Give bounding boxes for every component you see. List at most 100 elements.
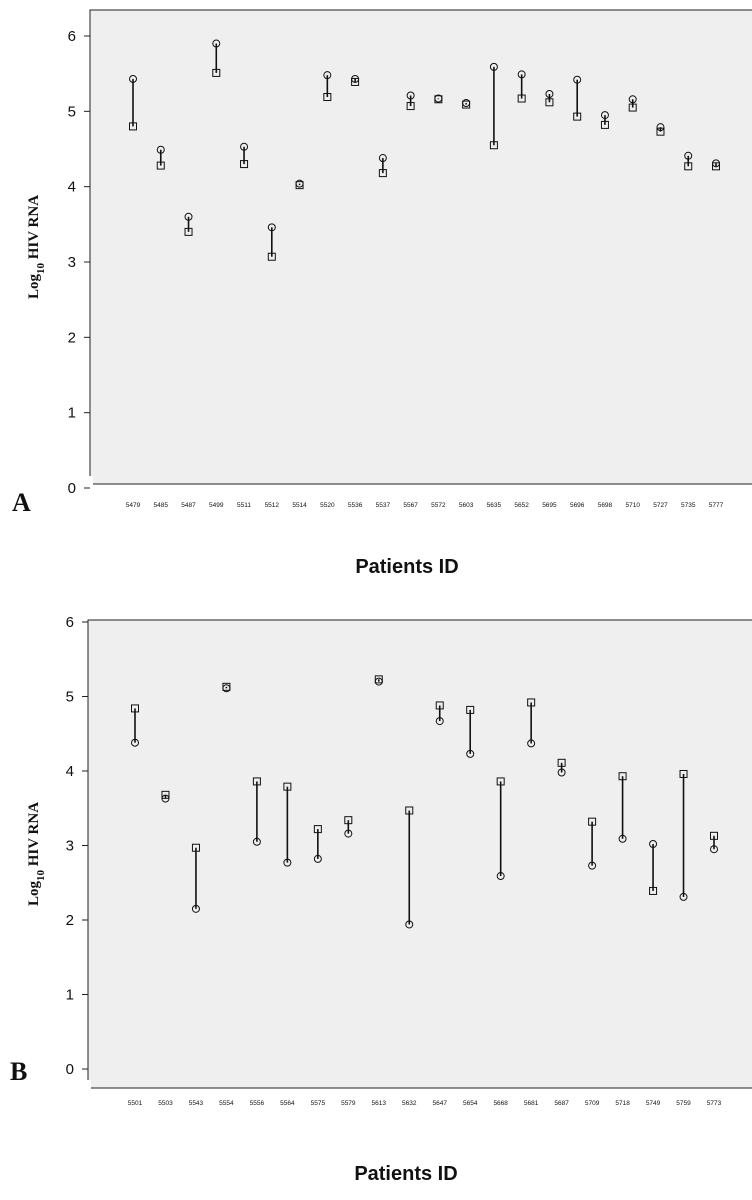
square-marker [378, 169, 387, 178]
chart-panel-b: 0 1 2 3 4 5 6 5501 5503 5543 5554 5556 5564 5575 5579 5… [10, 614, 752, 1185]
chart-panel-a: 0 1 2 3 4 5 6 5479 5485 5487 5499 5511 5512 5514 5520 5… [12, 9, 752, 578]
x-tick-label: 5536 [348, 502, 363, 509]
y-tick-label: 5 [68, 103, 76, 120]
circle-marker [710, 845, 718, 854]
x-tick-label: 5567 [403, 502, 418, 509]
x-tick-label: 5579 [341, 1100, 356, 1107]
circle-marker [656, 123, 665, 132]
square-marker [656, 127, 665, 136]
square-marker [161, 790, 170, 799]
x-tick-label: 5564 [280, 1100, 295, 1107]
x-tick-label: 5668 [493, 1100, 508, 1107]
y-tick-label: 3 [66, 838, 74, 855]
x-tick-label: 5554 [219, 1100, 234, 1107]
circle-marker [131, 738, 139, 747]
circle-marker [161, 794, 170, 803]
circle-marker [496, 872, 505, 881]
y-tick-label: 2 [68, 329, 76, 346]
circle-marker [600, 111, 609, 120]
x-tick-label: 5613 [372, 1100, 387, 1107]
x-tick-label: 5501 [128, 1100, 143, 1107]
x-tick-label: 5632 [402, 1100, 417, 1107]
circle-marker [684, 151, 693, 160]
circle-marker [295, 179, 304, 188]
circle-marker [184, 212, 193, 221]
x-tick-label: 5520 [320, 502, 335, 509]
circle-marker [649, 840, 658, 849]
square-marker [252, 777, 261, 786]
x-tick-label: 5759 [676, 1100, 691, 1107]
square-marker [496, 777, 505, 786]
y-tick-label: 1 [68, 405, 76, 422]
square-marker [527, 698, 536, 707]
circle-marker [435, 717, 444, 726]
y-tick-label: 1 [66, 987, 74, 1004]
x-tick-label: 5681 [524, 1100, 539, 1107]
circle-marker [466, 749, 475, 758]
y-tick-label: 6 [68, 28, 76, 45]
square-marker [344, 816, 353, 825]
square-marker [649, 886, 658, 895]
square-marker [710, 831, 718, 840]
x-tick-label: 5687 [554, 1100, 569, 1107]
circle-marker [405, 920, 414, 929]
square-marker [351, 77, 360, 86]
square-marker [684, 162, 693, 171]
panel-label: A [12, 488, 31, 517]
x-tick-label: 5698 [598, 502, 613, 509]
axis-gap [87, 1080, 91, 1090]
circle-marker [156, 145, 165, 154]
circle-marker [344, 829, 353, 838]
x-tick-label: 5512 [265, 502, 280, 509]
square-marker [129, 122, 137, 131]
x-tick-label: 5499 [209, 502, 224, 509]
circle-marker [712, 159, 720, 168]
square-marker [489, 141, 498, 150]
x-tick-label: 5635 [487, 502, 502, 509]
circle-marker [527, 739, 536, 748]
axis-gap [89, 476, 93, 486]
circle-marker [323, 71, 332, 80]
square-marker [712, 162, 720, 171]
x-tick-label: 5735 [681, 502, 696, 509]
x-tick-label: 5556 [250, 1100, 265, 1107]
x-tick-label: 5514 [292, 502, 307, 509]
circle-marker [252, 837, 261, 846]
y-axis-label: Log10 HIV RNA [26, 802, 47, 906]
x-tick-label: 5543 [189, 1100, 204, 1107]
square-marker [212, 68, 221, 77]
square-marker [573, 112, 582, 121]
square-marker [588, 817, 597, 826]
x-tick-label: 5709 [585, 1100, 600, 1107]
x-tick-label: 5695 [542, 502, 557, 509]
x-tick-label: 5718 [615, 1100, 630, 1107]
x-axis-label: Patients ID [354, 1163, 457, 1185]
x-tick-label: 5603 [459, 502, 474, 509]
x-tick-label: 5511 [237, 502, 251, 509]
circle-marker [129, 74, 137, 83]
x-tick-label: 5487 [181, 502, 196, 509]
circle-marker [351, 74, 360, 83]
circle-marker [191, 904, 200, 913]
square-marker [184, 227, 193, 236]
square-marker [131, 704, 139, 713]
y-tick-label: 6 [66, 614, 74, 631]
circle-marker [517, 70, 526, 79]
square-marker [517, 94, 526, 103]
square-marker [283, 782, 292, 791]
panel-label: B [10, 1057, 27, 1086]
square-marker [435, 701, 444, 710]
square-marker [313, 825, 322, 834]
y-axis-label: Log10 HIV RNA [26, 195, 47, 299]
circle-marker [222, 684, 231, 693]
plot-area [87, 619, 752, 1089]
square-marker [156, 161, 165, 170]
square-marker [191, 843, 200, 852]
circle-marker [628, 95, 637, 104]
circle-marker [267, 223, 276, 232]
square-marker [628, 103, 637, 112]
x-tick-label: 5503 [158, 1100, 173, 1107]
square-marker [374, 675, 383, 684]
x-tick-label: 5773 [707, 1100, 722, 1107]
circle-marker [240, 142, 249, 151]
